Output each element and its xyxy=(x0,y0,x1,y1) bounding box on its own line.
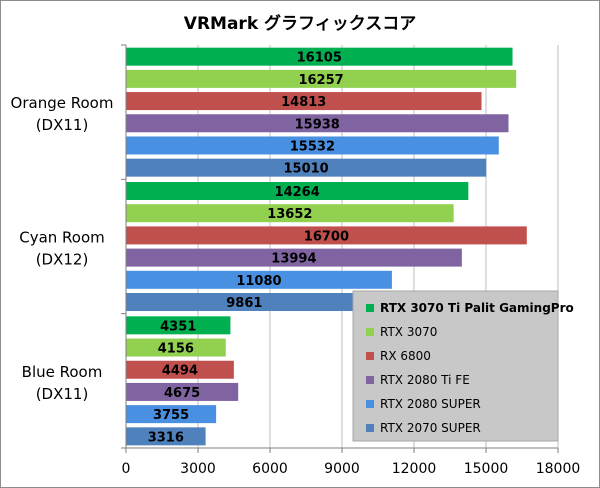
category-label: (DX12) xyxy=(36,251,89,269)
legend-label: RTX 3070 xyxy=(380,325,437,339)
bar xyxy=(126,69,517,88)
bar xyxy=(126,226,527,245)
bar xyxy=(126,182,469,200)
bar-value-label: 14264 xyxy=(275,185,320,200)
category-label: (DX11) xyxy=(36,385,89,403)
bar xyxy=(126,382,239,401)
legend-swatch xyxy=(366,352,374,360)
bar xyxy=(126,427,206,446)
bar xyxy=(126,92,482,111)
bar-value-label: 15938 xyxy=(295,117,340,132)
bar-value-label: 3755 xyxy=(153,408,189,423)
bar-value-label: 15010 xyxy=(284,162,329,177)
bar xyxy=(126,270,392,289)
legend-swatch xyxy=(366,376,374,384)
bar-value-label: 15532 xyxy=(290,139,335,154)
bar-value-label: 4351 xyxy=(160,319,196,334)
legend-swatch xyxy=(366,328,374,336)
bar xyxy=(126,293,363,311)
bar-value-label: 4494 xyxy=(162,364,198,379)
bar xyxy=(126,47,513,66)
bar-value-label: 16105 xyxy=(297,51,342,66)
bar-value-label: 3316 xyxy=(148,430,184,445)
bar-value-label: 13994 xyxy=(271,252,316,267)
bar xyxy=(126,204,454,223)
category-label: Orange Room xyxy=(11,94,114,112)
legend-swatch xyxy=(366,304,374,312)
bar xyxy=(126,114,509,133)
legend-box xyxy=(352,290,559,442)
bar xyxy=(126,136,499,155)
x-tick-label: 0 xyxy=(122,461,131,477)
bar-value-label: 16257 xyxy=(298,73,343,88)
x-tick-label: 3000 xyxy=(180,461,216,477)
x-tick-label: 6000 xyxy=(252,461,288,477)
bar xyxy=(126,158,487,177)
bars: 16105 16257 14813 15938 15532 15010 14264 13652… xyxy=(126,47,527,446)
bar xyxy=(126,316,231,335)
bar-value-label: 11080 xyxy=(236,274,281,289)
bar xyxy=(126,248,462,267)
legend: RTX 3070 Ti Palit GamingPro RTX 3070 RX 68… xyxy=(352,290,574,442)
chart-title: VRMark グラフィックスコア xyxy=(184,13,416,34)
legend-label: RTX 2070 SUPER xyxy=(380,421,481,435)
bar xyxy=(126,360,234,379)
x-tick-label: 15000 xyxy=(464,461,509,477)
legend-label: RX 6800 xyxy=(380,349,431,363)
category-label: Cyan Room xyxy=(19,229,105,247)
bar-value-label: 16700 xyxy=(304,229,349,244)
legend-swatch xyxy=(366,400,374,408)
bar xyxy=(126,338,226,357)
bar-value-label: 13652 xyxy=(267,207,312,222)
x-tick-label: 9000 xyxy=(324,461,360,477)
x-tick-label: 18000 xyxy=(536,461,581,477)
bar-value-label: 4675 xyxy=(164,386,200,401)
axes: 0 3000 6000 9000 12000 15000 18000 Orange Room (… xyxy=(11,44,581,477)
bar xyxy=(126,405,217,424)
x-tick-label: 12000 xyxy=(392,461,437,477)
category-label: (DX11) xyxy=(36,116,89,134)
legend-swatch xyxy=(366,424,374,432)
legend-label: RTX 2080 Ti FE xyxy=(380,373,470,387)
bar-value-label: 9861 xyxy=(226,296,262,311)
legend-label: RTX 2080 SUPER xyxy=(380,397,481,411)
bar-value-label: 14813 xyxy=(281,95,326,110)
category-label: Blue Room xyxy=(22,363,103,381)
bar-value-label: 4156 xyxy=(158,342,194,357)
legend-label: RTX 3070 Ti Palit GamingPro xyxy=(380,301,574,315)
